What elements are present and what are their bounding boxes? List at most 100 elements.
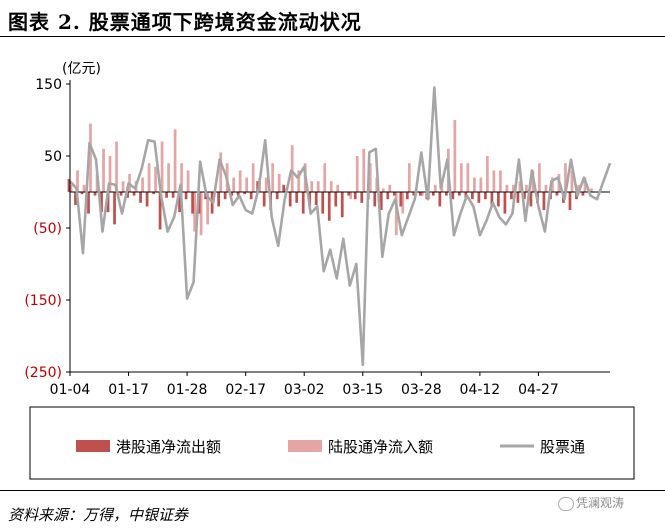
north-bar-8 [121,181,125,192]
hk-bar-18 [184,192,188,200]
hk-bar-5 [100,192,103,213]
hk-bar-1 [74,192,77,205]
hk-bar-10 [132,192,136,196]
north-bar-1 [76,170,79,192]
north-bar-6 [108,156,112,192]
x-tick-label-6: 03-28 [401,382,442,398]
hk-bar-17 [178,192,181,213]
bottom-rule [0,490,665,491]
hk-bar-56 [431,192,435,196]
north-bar-80 [590,188,593,192]
hk-bar-53 [412,192,416,196]
hk-bar-65 [490,192,494,207]
legend: 港股通净流出额 陆股通净流入额 股票通 [29,406,635,480]
north-bar-44 [355,156,359,192]
hk-bar-54 [418,192,422,196]
hk-bar-44 [353,192,357,200]
hk-bar-48 [379,192,383,210]
north-bar-62 [473,177,476,192]
top-rule [0,36,665,37]
hk-bar-40 [327,192,331,221]
plot-area [67,86,612,367]
north-bar-16 [173,129,177,192]
north-bar-61 [466,163,470,192]
y-tick-label-3: (150) [24,293,62,309]
north-bar-45 [362,148,366,192]
hk-bar-42 [340,192,344,218]
x-tick-label-0: 01-04 [50,382,91,398]
hk-bar-71 [529,192,533,207]
north-bar-38 [316,181,320,192]
north-bar-46 [368,163,372,192]
hk-bar-13 [152,192,155,195]
north-bar-19 [193,192,196,232]
legend-label-hk: 港股通净流出额 [116,438,221,456]
north-bar-5 [102,148,105,192]
hk-bar-15 [165,192,168,198]
north-bar-54 [420,192,424,196]
north-bar-39 [323,163,327,192]
north-bar-50 [394,192,398,236]
north-bar-49 [388,184,392,192]
hk-bar-41 [334,192,338,207]
north-bar-68 [512,184,515,192]
hk-bar-79 [581,192,585,196]
north-bar-41 [336,184,340,192]
watermark-text: 凭澜观涛 [576,496,625,510]
north-bar-64 [486,156,489,192]
hk-bar-38 [314,192,318,205]
hk-bar-57 [438,192,442,207]
north-bar-7 [115,141,118,192]
total-series-line [69,86,612,367]
hk-bar-9 [126,192,129,198]
hk-bar-39 [321,192,325,214]
north-bar-32 [277,174,281,192]
hk-bar-58 [444,192,448,196]
chart-title: 图表 2. 股票通项下跨境资金流动状况 [8,10,362,34]
x-tick-label-3: 02-17 [225,382,266,398]
hk-bar-14 [158,192,162,230]
north-bar-14 [160,141,164,192]
y-tick-label-0: 150 [35,77,62,93]
north-bar-2 [82,184,86,192]
north-bar-28 [251,163,255,192]
hk-bar-52 [405,192,409,200]
hk-bar-60 [457,192,461,196]
north-bar-77 [570,170,574,192]
watermark: 凭澜观涛 [558,494,624,511]
north-bar-31 [271,163,275,192]
north-bar-20 [199,192,203,236]
north-bar-0 [69,184,73,192]
north-bar-18 [186,170,190,192]
north-bar-27 [245,177,249,192]
hk-bar-35 [295,192,299,203]
wechat-icon [558,496,574,511]
north-bar-26 [238,170,242,192]
hk-bar-24 [223,192,227,200]
hk-bar-12 [145,192,149,207]
north-bar-51 [401,192,405,214]
hk-bar-69 [516,192,520,203]
hk-bar-27 [243,192,247,195]
hk-bar-45 [360,192,364,203]
north-bar-66 [499,170,502,192]
north-bar-52 [407,163,411,192]
hk-bar-19 [191,192,194,214]
north-bar-74 [551,177,554,192]
x-axis: 01-04 01-17 01-28 02-17 03-02 03-15 03-28 04-12… [50,371,610,398]
north-bar-43 [349,192,353,200]
north-bar-73 [544,184,548,192]
legend-label-north: 陆股通净流入额 [328,438,433,456]
hk-bar-32 [275,192,279,200]
north-bar-12 [147,163,151,192]
north-bar-67 [505,184,509,192]
north-bar-59 [453,120,457,192]
hk-bar-0 [67,179,71,192]
north-bar-78 [577,184,580,192]
y-tick-label-1: 50 [44,149,62,165]
north-bar-40 [329,181,333,192]
legend-swatch-hk [76,440,110,452]
hk-bar-6 [106,192,110,213]
hk-bar-68 [510,192,513,200]
hk-bar-30 [262,192,266,207]
